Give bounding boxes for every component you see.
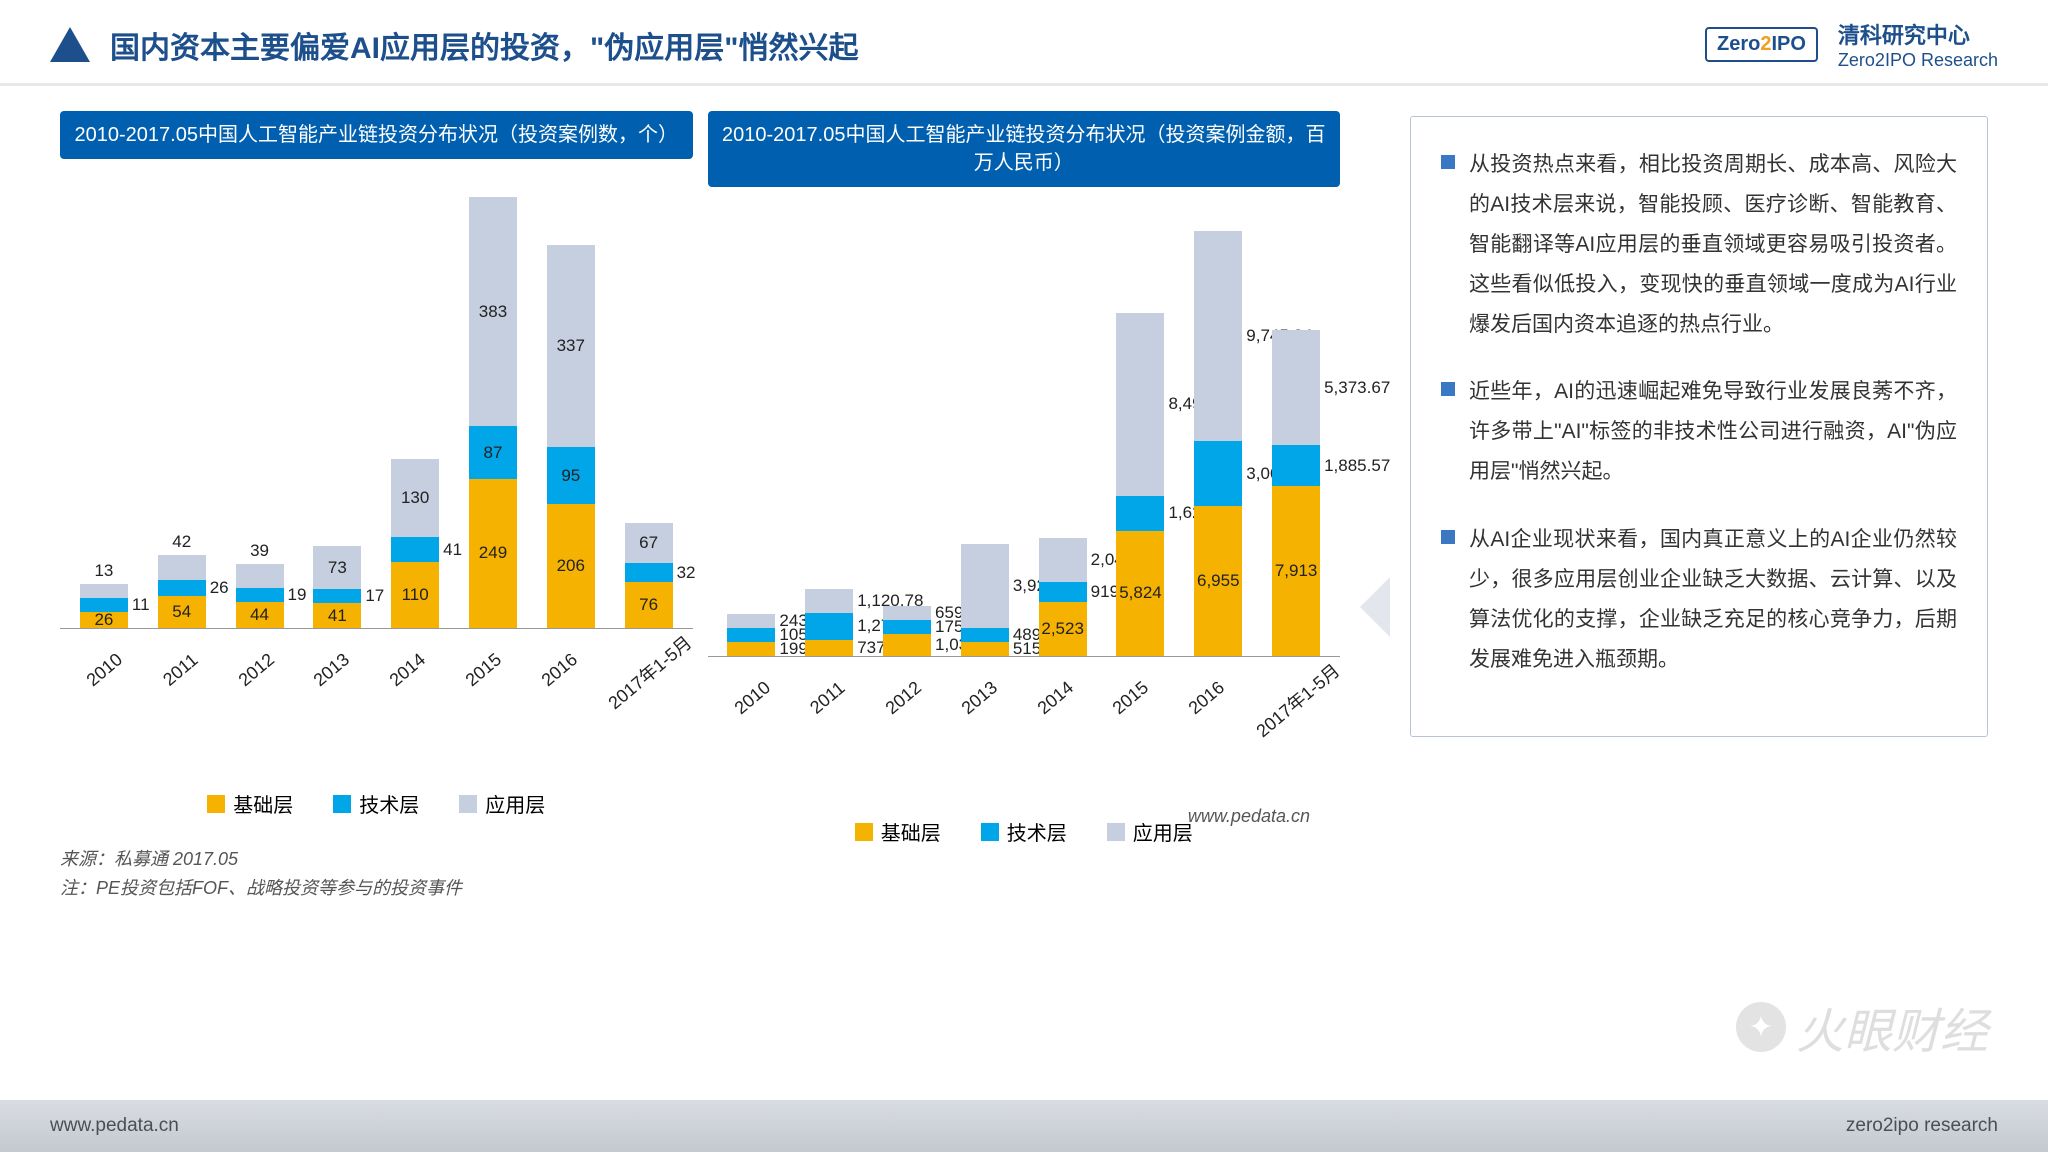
info-panel: 从投资热点来看，相比投资周期长、成本高、风险大的AI技术层来说，智能投顾、医疗诊… <box>1410 116 1988 737</box>
footer-left: www.pedata.cn <box>50 1115 179 1137</box>
bullet-text: 近些年，AI的迅速崛起难免导致行业发展良莠不齐，许多带上"AI"标签的非技术性公… <box>1469 372 1957 492</box>
bullet-icon <box>1441 530 1455 544</box>
chart-2: 2010-2017.05中国人工智能产业链投资分布状况（投资案例金额，百万人民币… <box>708 111 1341 846</box>
bullet-text: 从投资热点来看，相比投资周期长、成本高、风险大的AI技术层来说，智能投顾、医疗诊… <box>1469 145 1957 344</box>
chart-2-title: 2010-2017.05中国人工智能产业链投资分布状况（投资案例金额，百万人民币… <box>708 111 1341 187</box>
chart-1: 2010-2017.05中国人工智能产业链投资分布状况（投资案例数，个） 261… <box>60 111 693 846</box>
watermark: ✦ 火眼财经 <box>1736 992 1988 1062</box>
page-title: 国内资本主要偏爱AI应用层的投资，"伪应用层"悄然兴起 <box>110 23 1705 67</box>
badge-part-c: IPO <box>1771 33 1805 55</box>
brand-block: Zero2IPO 清科研究中心 Zero2IPO Research <box>1705 18 1998 71</box>
chart-2-bars: 199105.71243.077371,271.571,120.781,0331… <box>708 197 1341 657</box>
brand-en: Zero2IPO Research <box>1838 50 1998 71</box>
badge-part-a: Zero <box>1717 33 1760 55</box>
note-line: 注：PE投资包括FOF、战略投资等参与的投资事件 <box>60 874 1340 903</box>
brand-zh: 清科研究中心 <box>1838 18 1998 50</box>
triangle-logo-icon <box>50 27 90 62</box>
footer-right: zero2ipo research <box>1846 1115 1998 1137</box>
footer: www.pedata.cn zero2ipo research <box>0 1100 2048 1152</box>
header: 国内资本主要偏爱AI应用层的投资，"伪应用层"悄然兴起 Zero2IPO 清科研… <box>0 0 2048 86</box>
bullet-icon <box>1441 155 1455 169</box>
chart-1-title: 2010-2017.05中国人工智能产业链投资分布状况（投资案例数，个） <box>60 111 693 159</box>
chart-2-xaxis: 20102011201220132014201520162017年1-5月 <box>708 657 1341 716</box>
zero2ipo-badge: Zero2IPO <box>1705 27 1818 62</box>
badge-part-b: 2 <box>1760 33 1771 55</box>
bullet-text: 从AI企业现状来看，国内真正意义上的AI企业仍然较少，很多应用层创业企业缺乏大数… <box>1469 520 1957 680</box>
pointer-arrow-icon <box>1360 577 1390 637</box>
chart-1-xaxis: 20102011201220132014201520162017年1-5月 <box>60 629 693 688</box>
chart-1-bars: 2611135426424419394117731104113024987383… <box>60 169 693 629</box>
pedata-link: www.pedata.cn <box>60 806 1340 827</box>
bullet-icon <box>1441 382 1455 396</box>
source-line: 来源：私募通 2017.05 <box>60 845 1340 874</box>
wechat-icon: ✦ <box>1736 1002 1786 1052</box>
